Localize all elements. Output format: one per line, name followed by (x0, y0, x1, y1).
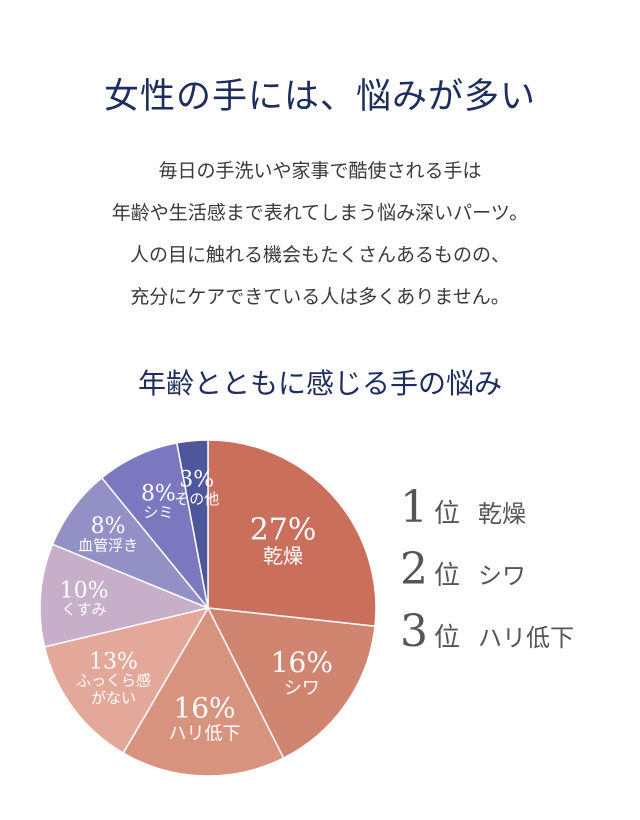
rank-number: 1 (400, 482, 428, 533)
rank-label: シワ (478, 562, 527, 590)
slice-value-label: 27% (250, 513, 317, 548)
slice-category-label: その他 (174, 490, 219, 508)
ranking-item: 1 位 乾燥 (400, 482, 630, 544)
slice-value-label: 8% (91, 514, 126, 539)
rank-number: 2 (400, 544, 428, 595)
pie-chart: 27%乾燥16%シワ16%ハリ低下13%ふっくら感がない10%くすみ8%血管浮き… (39, 439, 377, 777)
pie-slice (206, 607, 376, 760)
slice-category-label: ハリ低下 (169, 724, 241, 745)
rank-suffix: 位 (434, 623, 461, 653)
rank-label: 乾燥 (478, 500, 527, 528)
ranking-item: 2 位 シワ (400, 544, 630, 606)
slice-value-label: 8% (141, 481, 176, 506)
slice-category-label: 血管浮き (78, 536, 138, 554)
intro-line: 年齢や生活感まで表れてしまう悩み深いパーツ。 (111, 202, 529, 224)
rank-label: ハリ低下 (478, 624, 575, 652)
slice-value-label: 16% (271, 646, 333, 679)
slice-category-label: シミ (143, 504, 173, 522)
intro-line: 人の目に触れる機会もたくさんあるものの、 (129, 244, 510, 266)
slice-category-label: くすみ (62, 601, 107, 619)
slice-category-label: ふっくら感 (76, 672, 151, 690)
ranking-item: 3 位 ハリ低下 (400, 606, 630, 668)
pie-slice (43, 606, 210, 755)
slice-value-label: 10% (60, 578, 109, 603)
page-title: 女性の手には、悩みが多い (103, 77, 536, 117)
pie-slice (122, 606, 285, 777)
ranking-list: 1 位 乾燥 2 位 シワ 3 位 ハリ低下 (400, 482, 630, 668)
rank-suffix: 位 (434, 561, 461, 591)
slice-value-label: 13% (89, 650, 138, 675)
rank-suffix: 位 (434, 499, 461, 529)
intro-text: 毎日の手洗いや家事で酷使される手は 年齢や生活感まで表れてしまう悩み深いパーツ。… (0, 150, 640, 318)
slice-category-label: シワ (284, 678, 320, 699)
slice-value-label: 16% (173, 692, 235, 725)
rank-number: 3 (400, 606, 428, 657)
pie-slice (207, 439, 377, 628)
slice-category-label: 乾燥 (263, 544, 303, 568)
slice-category-label: がない (91, 689, 136, 707)
intro-line: 毎日の手洗いや家事で酷使される手は (158, 160, 482, 182)
slice-value-label: 3% (179, 468, 214, 493)
pie-slice (175, 439, 209, 609)
chart-title: 年齢とともに感じる手の悩み (137, 367, 502, 400)
intro-line: 充分にケアできている人は多くありません。 (130, 286, 510, 308)
pie-slice (39, 543, 211, 648)
